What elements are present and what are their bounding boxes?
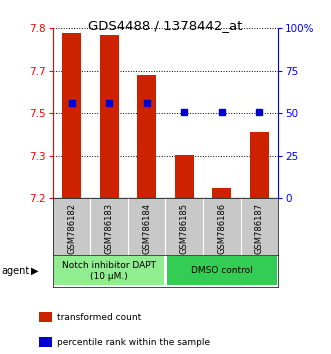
Bar [137,75,156,198]
Text: transformed count: transformed count [57,313,141,322]
Text: GDS4488 / 1378442_at: GDS4488 / 1378442_at [88,19,243,33]
Text: DMSO control: DMSO control [191,266,253,275]
Text: GSM786186: GSM786186 [217,203,226,254]
Text: GSM786182: GSM786182 [67,203,76,254]
Text: GSM786183: GSM786183 [105,203,114,254]
Text: GSM786185: GSM786185 [180,203,189,254]
Bar [166,256,277,285]
Bar [39,312,52,322]
Text: ▶: ▶ [31,266,38,276]
Text: agent: agent [2,266,30,276]
Bar [62,33,81,198]
Bar [100,35,118,198]
Bar [213,188,231,198]
Bar [250,132,269,198]
Text: Notch inhibitor DAPT
(10 μM.): Notch inhibitor DAPT (10 μM.) [62,261,156,280]
Text: percentile rank within the sample: percentile rank within the sample [57,338,210,347]
Bar [175,155,194,198]
Text: GSM786187: GSM786187 [255,203,264,254]
Bar [39,337,52,347]
Text: GSM786184: GSM786184 [142,203,151,254]
Bar [54,256,165,285]
